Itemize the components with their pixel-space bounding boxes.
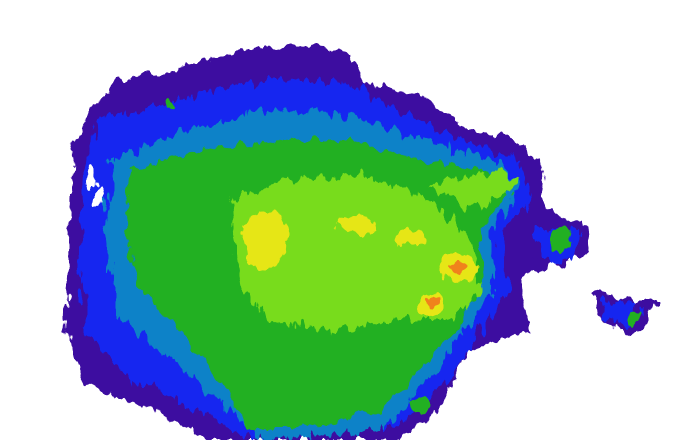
- radar-echo: [230, 175, 480, 330]
- radar-echo: [449, 262, 467, 274]
- radar-echo: [430, 170, 520, 210]
- clear-gaps: [84, 168, 102, 205]
- radar-echo: [394, 230, 426, 246]
- echo-very-heavy: [426, 262, 467, 306]
- radar-echo: [411, 396, 429, 414]
- radar-echo: [163, 99, 173, 109]
- radar-echo: [549, 229, 571, 251]
- radar-echo: [243, 210, 287, 270]
- radar-echo: [625, 311, 639, 325]
- echo-moderate-heavy: [230, 170, 520, 330]
- radar-echo: [335, 215, 375, 235]
- radar-echo: [426, 298, 438, 306]
